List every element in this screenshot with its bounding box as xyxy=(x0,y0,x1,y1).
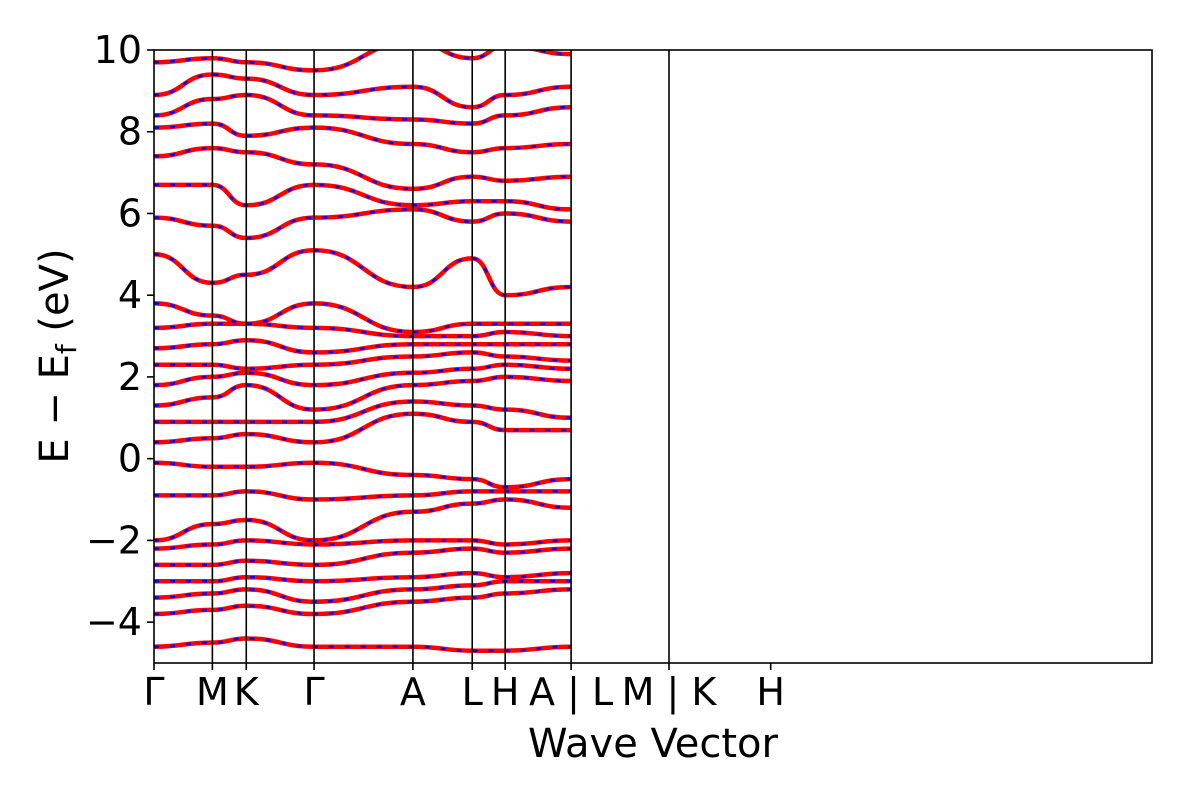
x-tick-label: H xyxy=(756,670,785,714)
x-tick-label: Γ xyxy=(303,670,324,714)
y-tick-label: 8 xyxy=(118,110,142,154)
y-tick-label: 6 xyxy=(118,191,142,235)
plot-frame xyxy=(153,49,1153,664)
y-tick-label: −2 xyxy=(86,518,142,562)
x-tick-label: A | L xyxy=(529,670,613,715)
x-tick-label: H xyxy=(491,670,520,714)
y-tick-label: 2 xyxy=(118,355,142,399)
y-axis-title-unit: (eV) xyxy=(32,248,78,344)
x-tick-label: A xyxy=(400,670,426,714)
kpoint-lines-group xyxy=(211,50,670,663)
x-tick-label: M | K xyxy=(622,670,718,715)
y-tick-label: 0 xyxy=(118,437,142,481)
y-tick-label: 10 xyxy=(94,28,142,72)
y-axis-title-subscript: f xyxy=(50,343,83,354)
y-tick-label: 4 xyxy=(118,273,142,317)
y-axis-title-main: E − E xyxy=(32,354,78,464)
x-axis-title: Wave Vector xyxy=(528,721,779,767)
y-axis-title: E − Ef (eV) xyxy=(32,248,83,463)
y-axis: −4 −2 0 2 4 6 8 10 xyxy=(86,28,154,644)
y-tick-label: −4 xyxy=(86,600,142,644)
x-tick-label: M xyxy=(196,670,229,714)
plot-background xyxy=(154,50,1152,663)
x-tick-label: L xyxy=(462,670,483,714)
x-tick-label: Γ xyxy=(143,670,164,714)
x-tick-label: K xyxy=(234,670,260,714)
